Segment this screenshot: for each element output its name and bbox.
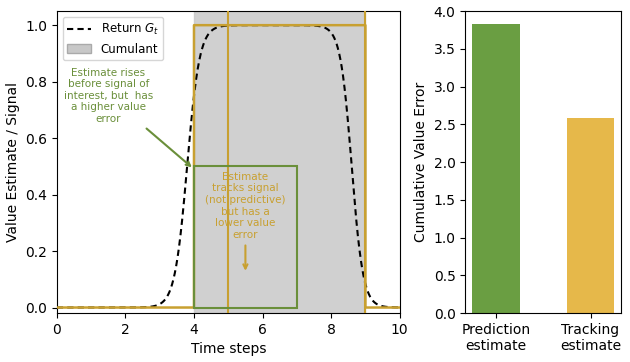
X-axis label: Time steps: Time steps (190, 342, 266, 357)
Legend: Return $G_t$, Cumulant: Return $G_t$, Cumulant (63, 17, 163, 60)
Text: Estimate
tracks signal
(not predictive)
but has a
lower value
error: Estimate tracks signal (not predictive) … (205, 172, 285, 269)
Y-axis label: Value Estimate / Signal: Value Estimate / Signal (6, 82, 20, 242)
Bar (194, 11, 365, 313)
Bar (567, 118, 614, 313)
Y-axis label: Cumulative Value Error: Cumulative Value Error (414, 82, 428, 242)
Bar (472, 24, 520, 313)
Text: Estimate rises
before signal of
interest, but  has
a higher value
error: Estimate rises before signal of interest… (64, 68, 190, 166)
Bar (194, 167, 297, 308)
